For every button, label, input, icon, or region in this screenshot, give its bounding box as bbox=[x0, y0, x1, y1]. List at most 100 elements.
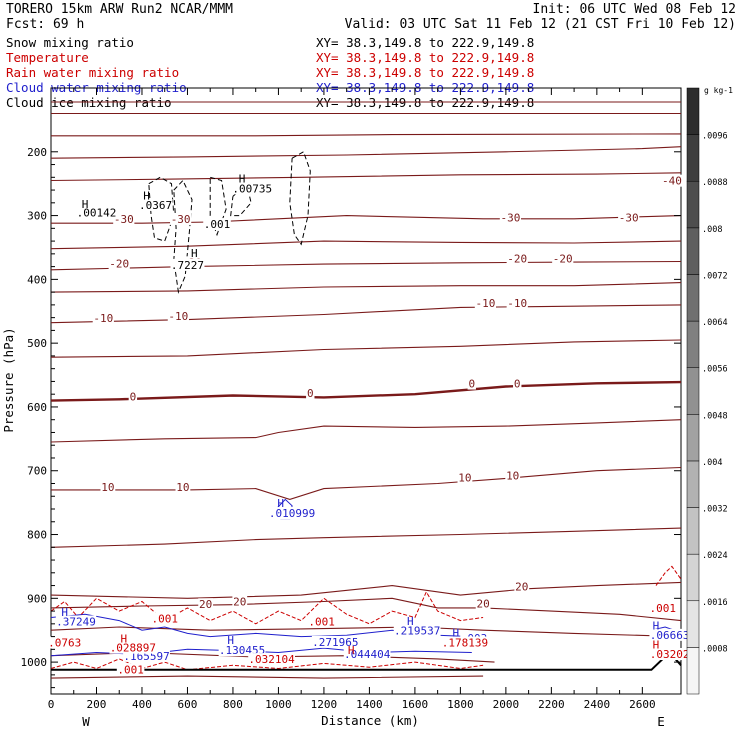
x-tick-label: 1600 bbox=[402, 698, 429, 711]
x-tick-label: 1400 bbox=[356, 698, 383, 711]
y-tick-label: 1000 bbox=[21, 656, 48, 669]
temperature-label-bg bbox=[198, 598, 214, 611]
colorbar-tick-label: .0008 bbox=[702, 644, 728, 654]
isotherm-2 bbox=[51, 133, 682, 137]
temperature-label: -20 bbox=[109, 258, 129, 271]
colorbar-segment bbox=[686, 367, 700, 415]
field-name-temperature: Temperature bbox=[6, 50, 89, 65]
colorbar-tick-label: .0016 bbox=[702, 598, 728, 608]
temperature-label-bg bbox=[100, 480, 116, 493]
temperature-label: -10 bbox=[93, 312, 113, 325]
colorbar-segment bbox=[686, 414, 700, 462]
temperature-label-bg bbox=[552, 252, 574, 265]
temperature-label: 0 bbox=[514, 378, 521, 391]
x-tick-label: 200 bbox=[87, 698, 107, 711]
cloud-water-label-bg bbox=[393, 624, 441, 637]
cloud-water-label-bg bbox=[343, 648, 391, 661]
snow-contour-3 bbox=[230, 182, 252, 217]
colorbar-tick-label: .0088 bbox=[702, 178, 728, 188]
snow-max-label-bg bbox=[203, 218, 231, 231]
cloud-water-label: .37249 bbox=[56, 615, 96, 628]
colorbar-tick-label: .004 bbox=[702, 458, 722, 468]
y-tick-label: 300 bbox=[27, 210, 47, 223]
isotherm-8 bbox=[50, 282, 682, 293]
x-tick-label: 800 bbox=[223, 698, 243, 711]
cloud-water-label: .219537 bbox=[394, 624, 440, 637]
temperature-label: 10 bbox=[506, 469, 519, 482]
isotherm-19 bbox=[50, 675, 484, 679]
temperature-label-bg bbox=[92, 311, 114, 324]
rain-label: .032104 bbox=[248, 653, 295, 666]
rain-contours bbox=[50, 565, 682, 671]
y-tick-label: 900 bbox=[27, 592, 47, 605]
max-marker: H bbox=[453, 627, 460, 640]
x-tick-label: 2200 bbox=[538, 698, 565, 711]
snow-max-label: .0367 bbox=[139, 199, 172, 212]
temperature-label: 0 bbox=[130, 390, 137, 403]
cloud-water-label-bg bbox=[268, 507, 316, 520]
max-marker: H bbox=[120, 632, 127, 645]
colorbar-tick-label: .0064 bbox=[702, 318, 728, 328]
temperature-label-bg bbox=[108, 257, 130, 270]
y-tick-label: 600 bbox=[27, 401, 47, 414]
temperature-label: -30 bbox=[171, 213, 191, 226]
header: TORERO 15km ARW Run2 NCAR/MMM Init: 06 U… bbox=[6, 2, 736, 110]
y-axis-label: Pressure (hPa) bbox=[1, 327, 16, 432]
isotherm-4 bbox=[50, 172, 682, 182]
temperature-label-bg bbox=[167, 309, 189, 322]
rain-contour-2 bbox=[655, 565, 682, 586]
colorbar-segment bbox=[686, 460, 700, 508]
colorbar-tick-label: .0096 bbox=[702, 132, 728, 142]
rain-contour-0 bbox=[50, 590, 484, 625]
y-tick-label: 200 bbox=[27, 146, 47, 159]
rain-label: .03202 bbox=[650, 648, 690, 661]
x-tick-label: 400 bbox=[132, 698, 152, 711]
rain-label: .001 bbox=[650, 602, 677, 615]
max-marker: H bbox=[277, 497, 284, 510]
isotherm-9 bbox=[50, 304, 682, 324]
rain-label: .178139 bbox=[442, 637, 488, 650]
temperature-label-bg bbox=[306, 387, 315, 400]
snow-contour-1 bbox=[173, 179, 193, 294]
rain-contour-1 bbox=[50, 658, 484, 671]
isotherm-15 bbox=[50, 581, 682, 599]
cloud-water-contours bbox=[50, 498, 682, 657]
rain-label-bg bbox=[116, 663, 145, 676]
temperature-label: 10 bbox=[458, 471, 471, 484]
colorbar-segment bbox=[686, 507, 700, 555]
cloud-water-label-bg bbox=[55, 615, 97, 628]
east-end-label: E bbox=[657, 714, 665, 729]
y-tick-label: 700 bbox=[27, 465, 47, 478]
rain-label: .001 bbox=[308, 615, 335, 628]
temperature-label: 0 bbox=[468, 378, 475, 391]
x-tick-label: 1000 bbox=[265, 698, 292, 711]
temperature-label-bg bbox=[499, 211, 522, 224]
colorbar-tick-label: .0032 bbox=[702, 505, 728, 515]
temperature-label: 0 bbox=[307, 387, 314, 400]
temperature-label: 20 bbox=[199, 598, 212, 611]
isotherm-14 bbox=[50, 527, 682, 548]
colorbar-segment bbox=[686, 274, 700, 322]
x-tick-label: 600 bbox=[178, 698, 198, 711]
snow-max-label: .7227 bbox=[171, 259, 204, 272]
snow-max-label-bg bbox=[138, 198, 173, 211]
snow-max-label: .00142 bbox=[77, 207, 117, 220]
x-tick-label: 1200 bbox=[311, 698, 338, 711]
temperature-label-bg bbox=[505, 469, 521, 482]
temperature-label-bg bbox=[113, 212, 135, 225]
colorbar-unit: g kg-1 bbox=[704, 86, 733, 95]
isotherm-5 bbox=[51, 215, 682, 224]
x-tick-label: 2000 bbox=[493, 698, 520, 711]
max-marker: H bbox=[348, 644, 355, 657]
temperature-label-bg bbox=[514, 580, 530, 593]
colorbar-segment bbox=[686, 227, 700, 275]
temperature-isotherms bbox=[50, 101, 682, 679]
temperature-label: 20 bbox=[233, 596, 246, 609]
snow-max-label-bg bbox=[76, 206, 117, 219]
max-marker: H bbox=[407, 615, 414, 628]
snow-contour-4 bbox=[289, 151, 311, 246]
x-tick-label: 2400 bbox=[584, 698, 611, 711]
snow-max-label: .00735 bbox=[232, 182, 272, 195]
isotherm-7 bbox=[50, 260, 682, 271]
